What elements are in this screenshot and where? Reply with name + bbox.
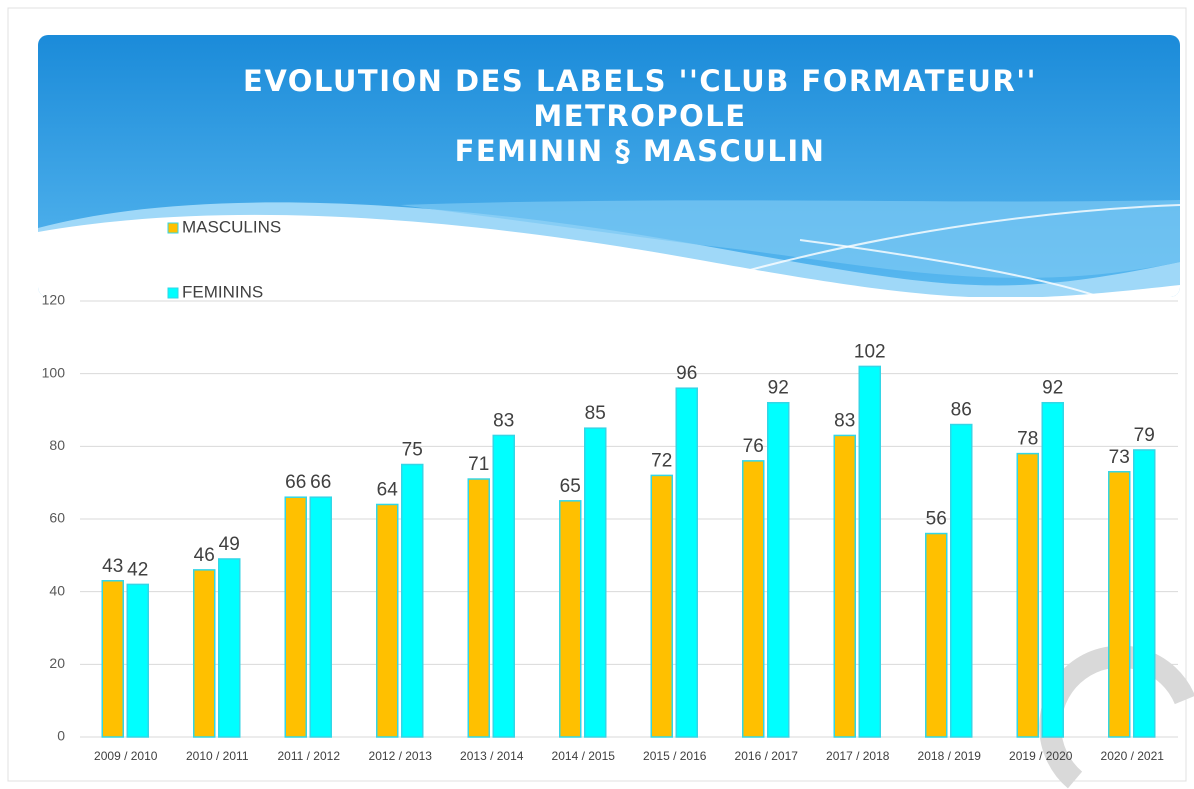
value-label: 72	[651, 450, 672, 471]
x-tick-label: 2017 / 2018	[826, 749, 890, 763]
bar	[859, 366, 880, 737]
value-label: 66	[310, 472, 331, 493]
bar	[310, 497, 331, 737]
value-label: 96	[676, 363, 697, 384]
x-tick-label: 2015 / 2016	[643, 749, 707, 763]
bar	[219, 559, 240, 737]
bar	[834, 435, 855, 737]
bar	[402, 465, 423, 738]
y-tick-label: 40	[49, 582, 65, 598]
x-tick-label: 2020 / 2021	[1101, 749, 1165, 763]
y-tick-label: 0	[57, 728, 65, 744]
chart-title: FEMININ § MASCULIN	[455, 134, 826, 168]
chart-title: EVOLUTION DES LABELS ''CLUB FORMATEUR''	[243, 64, 1037, 98]
bar	[676, 388, 697, 737]
bar	[1017, 454, 1038, 737]
x-tick-label: 2016 / 2017	[735, 749, 799, 763]
y-tick-label: 20	[49, 655, 65, 671]
value-label: 102	[854, 341, 886, 362]
value-label: 86	[951, 400, 972, 421]
bar	[560, 501, 581, 737]
bar	[377, 504, 398, 737]
value-label: 71	[468, 454, 489, 475]
bar	[194, 570, 215, 737]
value-label: 42	[127, 559, 148, 580]
value-label: 85	[585, 403, 606, 424]
value-label: 83	[834, 410, 855, 431]
x-tick-label: 2014 / 2015	[552, 749, 616, 763]
value-label: 83	[493, 410, 514, 431]
value-label: 46	[194, 545, 215, 566]
bar	[102, 581, 123, 737]
value-label: 92	[768, 378, 789, 399]
value-label: 64	[377, 479, 399, 500]
chart: EVOLUTION DES LABELS ''CLUB FORMATEUR'' …	[0, 0, 1194, 789]
bar	[468, 479, 489, 737]
bar	[768, 403, 789, 737]
y-tick-label: 100	[42, 364, 66, 380]
bar	[743, 461, 764, 737]
bar	[585, 428, 606, 737]
x-tick-label: 2012 / 2013	[369, 749, 433, 763]
legend-label: MASCULINS	[182, 217, 281, 236]
y-tick-label: 80	[49, 437, 65, 453]
value-label: 76	[743, 436, 764, 457]
x-tick-label: 2013 / 2014	[460, 749, 524, 763]
value-label: 66	[285, 472, 306, 493]
legend-swatch	[168, 223, 178, 233]
bar	[127, 584, 148, 737]
value-label: 49	[219, 534, 240, 555]
y-tick-label: 120	[42, 292, 66, 308]
value-label: 65	[560, 476, 581, 497]
value-label: 56	[926, 509, 947, 530]
value-label: 79	[1134, 425, 1155, 446]
x-tick-label: 2018 / 2019	[918, 749, 982, 763]
value-label: 92	[1042, 378, 1063, 399]
bar	[493, 435, 514, 737]
x-tick-label: 2010 / 2011	[186, 749, 249, 763]
x-tick-label: 2019 / 2020	[1009, 749, 1073, 763]
chart-title: METROPOLE	[533, 99, 746, 133]
bar	[1109, 472, 1130, 737]
bar	[285, 497, 306, 737]
bar	[951, 425, 972, 737]
x-tick-label: 2011 / 2012	[277, 749, 340, 763]
x-tick-label: 2009 / 2010	[94, 749, 158, 763]
value-label: 75	[402, 440, 423, 461]
legend-label: FEMININS	[182, 282, 263, 301]
value-label: 43	[102, 556, 123, 577]
value-label: 73	[1109, 447, 1130, 468]
value-label: 78	[1017, 429, 1038, 450]
y-tick-label: 60	[49, 510, 65, 526]
bar	[926, 534, 947, 737]
bar	[651, 475, 672, 737]
bar	[1134, 450, 1155, 737]
legend-swatch	[168, 288, 178, 298]
bar	[1042, 403, 1063, 737]
